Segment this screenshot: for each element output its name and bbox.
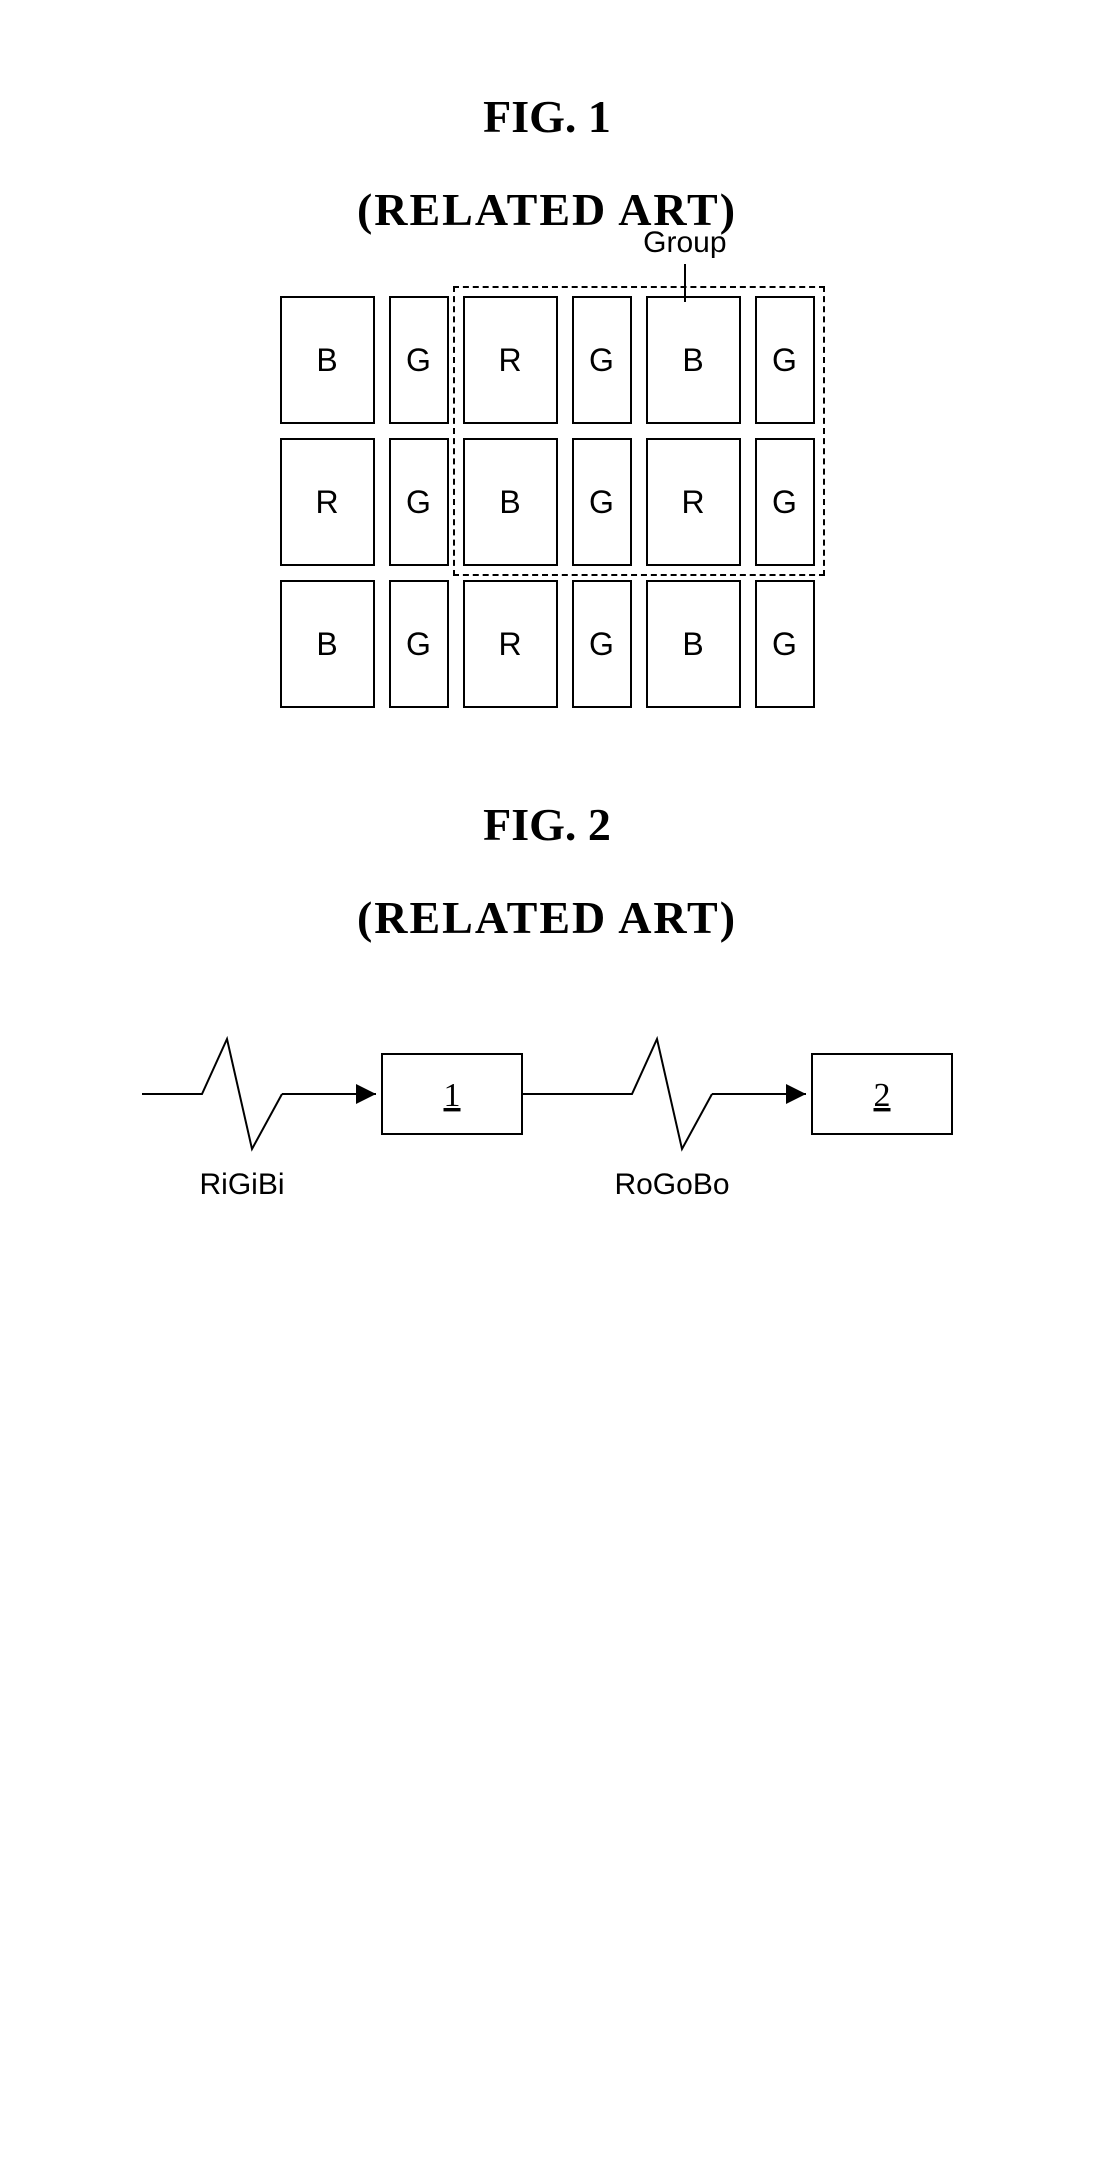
pixel-cell: R bbox=[280, 438, 375, 566]
pixel-cell: R bbox=[463, 580, 558, 708]
pixel-cell: B bbox=[280, 580, 375, 708]
pixel-cell: G bbox=[755, 438, 815, 566]
group-label-holder: Group bbox=[643, 226, 726, 302]
pixel-row: BGRGBG bbox=[280, 296, 815, 424]
pixel-cell: G bbox=[572, 580, 632, 708]
fig2-subtitle: (RELATED ART) bbox=[0, 891, 1094, 944]
pixel-cell: B bbox=[646, 296, 741, 424]
signal-1-label: RiGiBi bbox=[199, 1168, 284, 1201]
pixel-cell: G bbox=[572, 296, 632, 424]
fig2-diagram: 1 2 RiGiBi RoGoBo bbox=[132, 1004, 962, 1264]
fig1-subtitle: (RELATED ART) bbox=[0, 183, 1094, 236]
pixel-cell: R bbox=[646, 438, 741, 566]
pixel-cell: G bbox=[389, 438, 449, 566]
group-label-text: Group bbox=[643, 226, 726, 259]
fig2-svg: 1 2 RiGiBi RoGoBo bbox=[132, 1004, 962, 1264]
pixel-grid: BGRGBGRGBGRGBGRGBG bbox=[280, 296, 815, 708]
fig1-title: FIG. 1 bbox=[0, 90, 1094, 143]
pixel-cell: B bbox=[646, 580, 741, 708]
pixel-cell: G bbox=[755, 296, 815, 424]
fig1-diagram: Group BGRGBGRGBGRGBGRGBG bbox=[280, 296, 815, 708]
pixel-cell: G bbox=[755, 580, 815, 708]
block-2-label: 2 bbox=[874, 1077, 891, 1114]
signal-1 bbox=[142, 1039, 282, 1149]
block-1-label: 1 bbox=[444, 1077, 461, 1114]
pixel-cell: B bbox=[280, 296, 375, 424]
pixel-cell: G bbox=[389, 580, 449, 708]
pixel-row: RGBGRG bbox=[280, 438, 815, 566]
pixel-cell: G bbox=[389, 296, 449, 424]
pixel-cell: G bbox=[572, 438, 632, 566]
signal-2 bbox=[572, 1039, 712, 1149]
signal-2-label: RoGoBo bbox=[614, 1168, 729, 1201]
page: FIG. 1 (RELATED ART) Group BGRGBGRGBGRGB… bbox=[0, 0, 1094, 1344]
pixel-row: BGRGBG bbox=[280, 580, 815, 708]
pixel-cell: R bbox=[463, 296, 558, 424]
pixel-cell: B bbox=[463, 438, 558, 566]
fig2-title: FIG. 2 bbox=[0, 798, 1094, 851]
group-leader-line bbox=[684, 264, 686, 302]
